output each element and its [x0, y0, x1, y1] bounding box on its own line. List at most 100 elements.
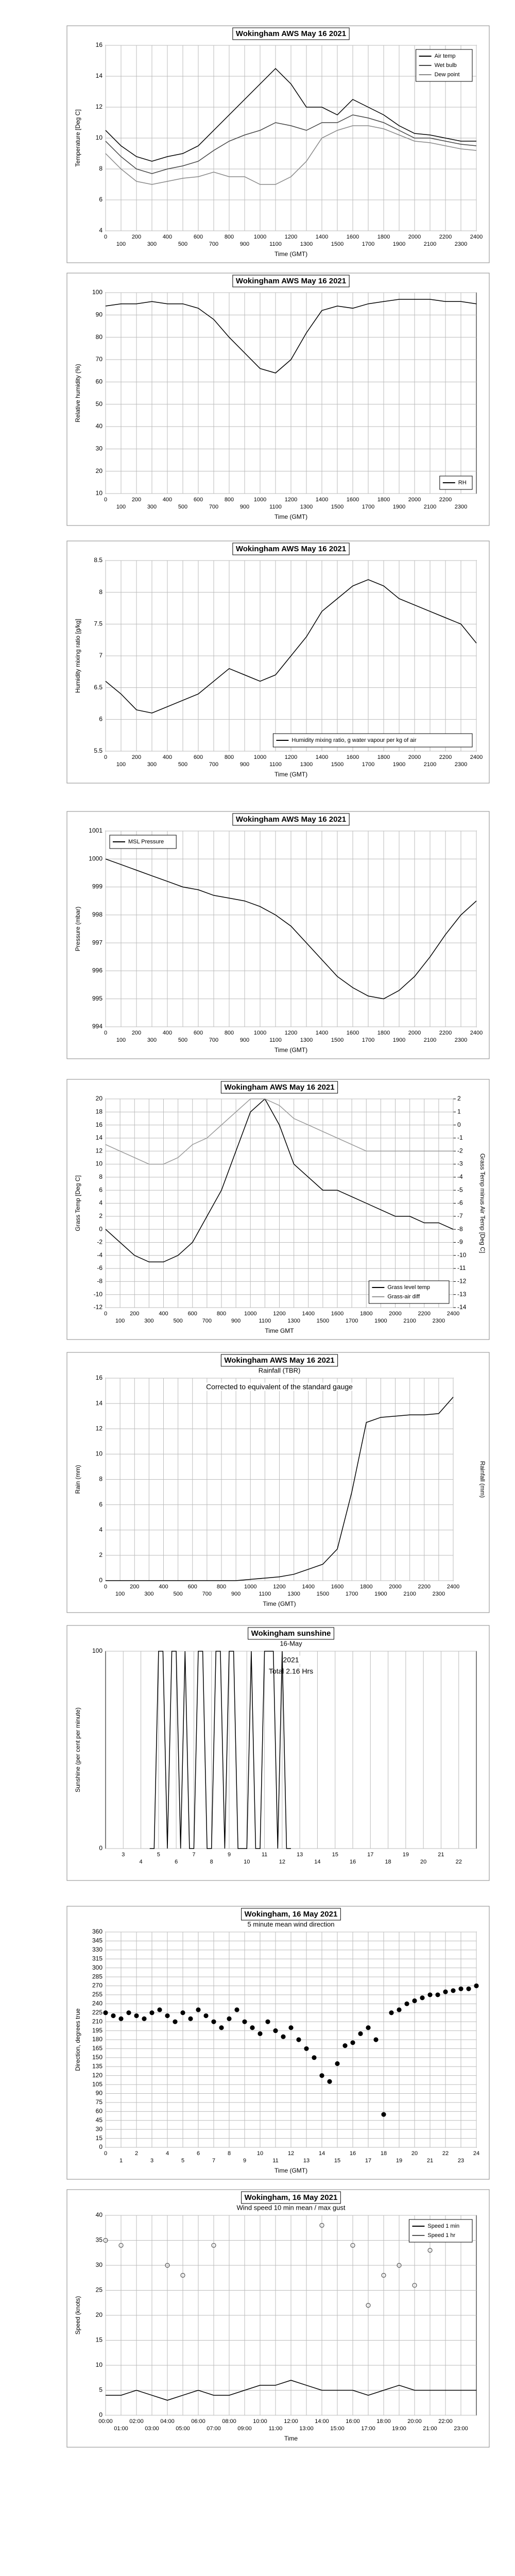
y-tick-label: 15 — [96, 2134, 103, 2142]
data-point — [443, 1989, 448, 1994]
x-tick-label: 800 — [225, 234, 234, 240]
chart-subtitle: Rainfall (TBR) — [259, 1366, 301, 1374]
data-point — [180, 2273, 185, 2278]
chart-title: Wokingham AWS May 16 2021 — [236, 815, 346, 824]
y-tick-label: 100 — [92, 289, 102, 296]
data-point — [420, 1995, 425, 2001]
y-tick-label: 0 — [99, 2143, 102, 2150]
y-axis-label: Direction, degrees true — [74, 2008, 81, 2071]
data-point — [258, 2031, 263, 2036]
y-tick-label: 6 — [99, 716, 102, 723]
x-tick-label: 1600 — [347, 754, 359, 760]
y-tick-label: 14 — [96, 1399, 103, 1406]
data-point — [165, 2013, 170, 2019]
x-tick-label: 01:00 — [114, 2426, 128, 2432]
x-tick-label: 600 — [194, 497, 203, 503]
data-point — [319, 2223, 324, 2228]
x-tick-label: 20:00 — [407, 2418, 422, 2425]
y-tick-label: 0 — [99, 1225, 102, 1232]
x-tick-label: 0 — [104, 1584, 107, 1590]
x-tick-label: 2100 — [424, 1037, 436, 1043]
y-tick-label: 90 — [96, 2090, 103, 2097]
x-tick-label: 800 — [225, 1030, 234, 1036]
y-tick-label: 997 — [92, 939, 102, 946]
legend-label: Speed 1 hr — [427, 2232, 455, 2239]
y2-tick-label: 0 — [457, 1121, 461, 1128]
y-axis-label: Relative humidity (%) — [74, 364, 81, 422]
y2-tick-label: -5 — [457, 1186, 463, 1193]
y-tick-label: 8 — [99, 588, 102, 596]
x-tick-label: 1300 — [287, 1318, 300, 1324]
x-tick-label: 0 — [104, 1311, 107, 1317]
data-point — [234, 2007, 239, 2012]
x-tick-label: 8 — [228, 2150, 231, 2157]
data-line — [105, 125, 477, 185]
x-tick-label: 22:00 — [438, 2418, 453, 2425]
x-tick-label: 22 — [442, 2150, 449, 2157]
x-tick-label: 12 — [288, 2150, 294, 2157]
x-tick-label: 400 — [163, 234, 172, 240]
x-tick-label: 9 — [243, 2158, 246, 2164]
chart-subtitle: 16-May — [280, 1639, 302, 1647]
y2-axis-label: Grass Temp minus Air Temp [Deg C] — [479, 1154, 486, 1253]
y-tick-label: 40 — [96, 422, 103, 430]
x-tick-label: 1400 — [316, 754, 328, 760]
data-point — [474, 1983, 479, 1989]
x-tick-label: 0 — [104, 2150, 107, 2157]
x-tick-label: 600 — [188, 1584, 197, 1590]
x-tick-label: 200 — [132, 234, 141, 240]
x-tick-label: 17 — [367, 1852, 373, 1858]
y-tick-label: 150 — [92, 2054, 102, 2061]
x-tick-label: 1700 — [362, 504, 374, 510]
x-tick-label: 18 — [385, 1859, 391, 1865]
x-tick-label: 19 — [403, 1852, 409, 1858]
x-tick-label: 1700 — [362, 1037, 374, 1043]
y-tick-label: 2 — [99, 1551, 102, 1558]
x-tick-label: 700 — [209, 761, 218, 768]
x-tick-label: 500 — [178, 241, 187, 247]
x-tick-label: 3 — [122, 1852, 125, 1858]
y-tick-label: 8 — [99, 1476, 102, 1483]
y-tick-label: 996 — [92, 967, 102, 974]
data-point — [288, 2025, 294, 2030]
data-point — [466, 1986, 471, 1991]
y-tick-label: 5 — [99, 2386, 102, 2394]
x-tick-label: 2 — [135, 2150, 138, 2157]
x-tick-label: 1200 — [285, 754, 297, 760]
x-tick-label: 600 — [188, 1311, 197, 1317]
x-tick-label: 1600 — [331, 1311, 344, 1317]
x-tick-label: 1100 — [259, 1318, 271, 1324]
data-point — [427, 1992, 433, 1997]
y-tick-label: 225 — [92, 2009, 102, 2016]
x-tick-label: 700 — [209, 504, 218, 510]
x-axis-label: Time (GMT) — [274, 250, 307, 258]
data-point — [404, 2001, 409, 2006]
y-tick-label: 10 — [96, 489, 103, 497]
y-tick-label: 995 — [92, 995, 102, 1002]
chart-title: Wokingham sunshine — [251, 1629, 331, 1638]
y-tick-label: 10 — [96, 134, 103, 141]
annotation-bg — [267, 1667, 315, 1675]
x-tick-label: 1000 — [254, 497, 266, 503]
x-tick-label: 2300 — [455, 1037, 467, 1043]
x-tick-label: 1400 — [316, 234, 328, 240]
data-point — [188, 2016, 193, 2021]
x-tick-label: 13:00 — [299, 2426, 314, 2432]
x-tick-label: 2200 — [439, 754, 452, 760]
x-tick-label: 12:00 — [284, 2418, 298, 2425]
data-point — [142, 2016, 147, 2021]
y-tick-label: 999 — [92, 883, 102, 890]
x-tick-label: 18 — [381, 2150, 387, 2157]
x-tick-label: 100 — [115, 1318, 125, 1324]
data-point — [381, 2273, 386, 2278]
data-point — [157, 2007, 162, 2012]
x-tick-label: 200 — [130, 1311, 139, 1317]
data-point — [296, 2037, 301, 2042]
y-axis-label: Speed (knots) — [74, 2296, 81, 2335]
legend-box — [368, 1280, 450, 1304]
x-tick-label: 15 — [334, 2158, 340, 2164]
x-tick-label: 1400 — [302, 1584, 315, 1590]
x-tick-label: 0 — [104, 1030, 107, 1036]
x-tick-label: 400 — [163, 1030, 172, 1036]
x-tick-label: 20 — [411, 2150, 418, 2157]
